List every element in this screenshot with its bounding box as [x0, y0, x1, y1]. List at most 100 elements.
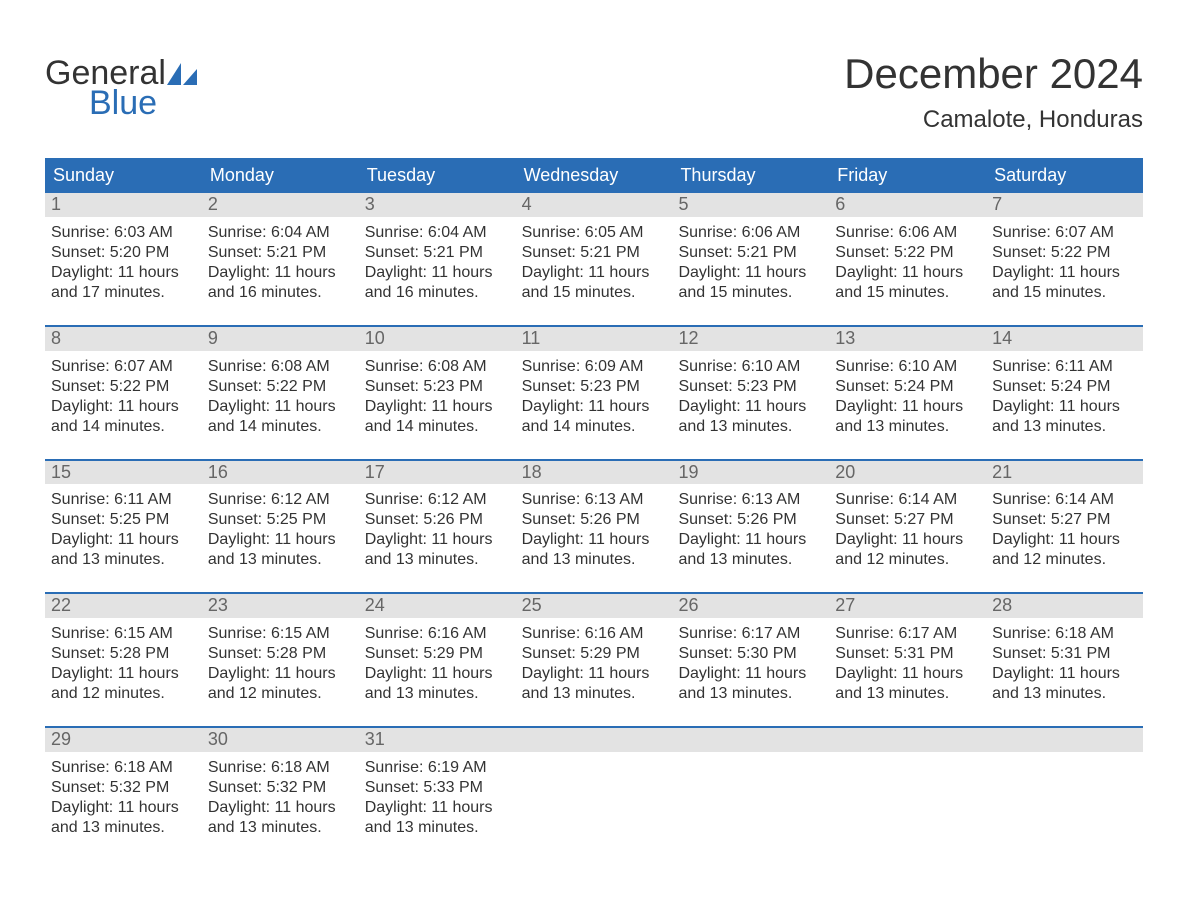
- day-number: 2: [202, 193, 359, 217]
- sunrise-line: Sunrise: 6:18 AM: [992, 624, 1137, 644]
- day-number: 13: [829, 327, 986, 351]
- daylight-line: Daylight: 11 hours and 13 minutes.: [992, 664, 1137, 704]
- day-number: 3: [359, 193, 516, 217]
- daylight-line: Daylight: 11 hours and 13 minutes.: [992, 397, 1137, 437]
- sunset-line: Sunset: 5:28 PM: [208, 644, 353, 664]
- day-number: 24: [359, 594, 516, 618]
- sunset-line: Sunset: 5:20 PM: [51, 243, 196, 263]
- sunset-line: Sunset: 5:24 PM: [835, 377, 980, 397]
- sunrise-line: Sunrise: 6:06 AM: [678, 223, 823, 243]
- day-cell: 15Sunrise: 6:11 AMSunset: 5:25 PMDayligh…: [45, 461, 202, 575]
- day-number: 1: [45, 193, 202, 217]
- day-body: [516, 752, 673, 816]
- daylight-line: Daylight: 11 hours and 12 minutes.: [992, 530, 1137, 570]
- daylight-line: Daylight: 11 hours and 13 minutes.: [51, 798, 196, 838]
- day-number: [986, 728, 1143, 752]
- day-body: Sunrise: 6:12 AMSunset: 5:26 PMDaylight:…: [359, 484, 516, 574]
- sunrise-line: Sunrise: 6:15 AM: [51, 624, 196, 644]
- daylight-line: Daylight: 11 hours and 13 minutes.: [208, 798, 353, 838]
- daylight-line: Daylight: 11 hours and 16 minutes.: [365, 263, 510, 303]
- day-cell: 5Sunrise: 6:06 AMSunset: 5:21 PMDaylight…: [672, 193, 829, 307]
- weekday-header: Wednesday: [516, 158, 673, 193]
- day-cell: 4Sunrise: 6:05 AMSunset: 5:21 PMDaylight…: [516, 193, 673, 307]
- day-body: [986, 752, 1143, 816]
- daylight-line: Daylight: 11 hours and 13 minutes.: [835, 397, 980, 437]
- day-body: Sunrise: 6:15 AMSunset: 5:28 PMDaylight:…: [45, 618, 202, 708]
- day-number: 18: [516, 461, 673, 485]
- day-number: 5: [672, 193, 829, 217]
- sunset-line: Sunset: 5:28 PM: [51, 644, 196, 664]
- sunrise-line: Sunrise: 6:18 AM: [208, 758, 353, 778]
- daylight-line: Daylight: 11 hours and 13 minutes.: [522, 530, 667, 570]
- day-body: Sunrise: 6:19 AMSunset: 5:33 PMDaylight:…: [359, 752, 516, 842]
- sunrise-line: Sunrise: 6:17 AM: [835, 624, 980, 644]
- day-number: 25: [516, 594, 673, 618]
- day-body: Sunrise: 6:12 AMSunset: 5:25 PMDaylight:…: [202, 484, 359, 574]
- sunrise-line: Sunrise: 6:13 AM: [522, 490, 667, 510]
- sunset-line: Sunset: 5:26 PM: [365, 510, 510, 530]
- day-cell: 26Sunrise: 6:17 AMSunset: 5:30 PMDayligh…: [672, 594, 829, 708]
- sunrise-line: Sunrise: 6:11 AM: [992, 357, 1137, 377]
- logo: General Blue: [45, 56, 197, 120]
- day-body: Sunrise: 6:11 AMSunset: 5:25 PMDaylight:…: [45, 484, 202, 574]
- daylight-line: Daylight: 11 hours and 14 minutes.: [522, 397, 667, 437]
- day-number: 22: [45, 594, 202, 618]
- sunrise-line: Sunrise: 6:10 AM: [678, 357, 823, 377]
- week-row: 22Sunrise: 6:15 AMSunset: 5:28 PMDayligh…: [45, 592, 1143, 708]
- day-cell: 2Sunrise: 6:04 AMSunset: 5:21 PMDaylight…: [202, 193, 359, 307]
- day-number: 7: [986, 193, 1143, 217]
- day-cell: 28Sunrise: 6:18 AMSunset: 5:31 PMDayligh…: [986, 594, 1143, 708]
- sunrise-line: Sunrise: 6:05 AM: [522, 223, 667, 243]
- sunset-line: Sunset: 5:29 PM: [365, 644, 510, 664]
- sunset-line: Sunset: 5:24 PM: [992, 377, 1137, 397]
- day-cell: 20Sunrise: 6:14 AMSunset: 5:27 PMDayligh…: [829, 461, 986, 575]
- daylight-line: Daylight: 11 hours and 12 minutes.: [208, 664, 353, 704]
- day-body: Sunrise: 6:06 AMSunset: 5:21 PMDaylight:…: [672, 217, 829, 307]
- day-number: 11: [516, 327, 673, 351]
- weekday-header: Monday: [202, 158, 359, 193]
- weekday-header: Sunday: [45, 158, 202, 193]
- sunset-line: Sunset: 5:29 PM: [522, 644, 667, 664]
- sunset-line: Sunset: 5:22 PM: [835, 243, 980, 263]
- day-body: Sunrise: 6:16 AMSunset: 5:29 PMDaylight:…: [516, 618, 673, 708]
- calendar: SundayMondayTuesdayWednesdayThursdayFrid…: [45, 158, 1143, 842]
- day-number: 10: [359, 327, 516, 351]
- sunset-line: Sunset: 5:25 PM: [208, 510, 353, 530]
- daylight-line: Daylight: 11 hours and 13 minutes.: [365, 798, 510, 838]
- daylight-line: Daylight: 11 hours and 12 minutes.: [51, 664, 196, 704]
- day-cell: 18 Sunrise: 6:13 AMSunset: 5:26 PMDayligh…: [516, 461, 673, 575]
- sunrise-line: Sunrise: 6:18 AM: [51, 758, 196, 778]
- weekday-header-row: SundayMondayTuesdayWednesdayThursdayFrid…: [45, 158, 1143, 193]
- weekday-header: Tuesday: [359, 158, 516, 193]
- day-body: Sunrise: 6:04 AMSunset: 5:21 PMDaylight:…: [359, 217, 516, 307]
- daylight-line: Daylight: 11 hours and 12 minutes.: [835, 530, 980, 570]
- day-number: 26: [672, 594, 829, 618]
- day-body: [672, 752, 829, 816]
- day-body: Sunrise: 6:18 AMSunset: 5:32 PMDaylight:…: [202, 752, 359, 842]
- sunset-line: Sunset: 5:26 PM: [522, 510, 667, 530]
- sunrise-line: Sunrise: 6:15 AM: [208, 624, 353, 644]
- day-body: Sunrise: 6:03 AMSunset: 5:20 PMDaylight:…: [45, 217, 202, 307]
- day-body: Sunrise: 6:15 AMSunset: 5:28 PMDaylight:…: [202, 618, 359, 708]
- sunrise-line: Sunrise: 6:07 AM: [51, 357, 196, 377]
- day-cell: 19Sunrise: 6:13 AMSunset: 5:26 PMDayligh…: [672, 461, 829, 575]
- sunrise-line: Sunrise: 6:08 AM: [208, 357, 353, 377]
- sunrise-line: Sunrise: 6:04 AM: [208, 223, 353, 243]
- day-cell: [829, 728, 986, 842]
- day-cell: 13Sunrise: 6:10 AMSunset: 5:24 PMDayligh…: [829, 327, 986, 441]
- day-number: 30: [202, 728, 359, 752]
- sunrise-line: Sunrise: 6:11 AM: [51, 490, 196, 510]
- day-cell: 22Sunrise: 6:15 AMSunset: 5:28 PMDayligh…: [45, 594, 202, 708]
- month-title: December 2024: [844, 50, 1143, 98]
- day-number: 6: [829, 193, 986, 217]
- day-cell: 27Sunrise: 6:17 AMSunset: 5:31 PMDayligh…: [829, 594, 986, 708]
- header: General Blue December 2024 Camalote, Hon…: [45, 50, 1143, 134]
- day-number: [829, 728, 986, 752]
- daylight-line: Daylight: 11 hours and 15 minutes.: [835, 263, 980, 303]
- daylight-line: Daylight: 11 hours and 14 minutes.: [365, 397, 510, 437]
- daylight-line: Daylight: 11 hours and 13 minutes.: [678, 397, 823, 437]
- sunset-line: Sunset: 5:22 PM: [208, 377, 353, 397]
- day-number: 9: [202, 327, 359, 351]
- sunrise-line: Sunrise: 6:19 AM: [365, 758, 510, 778]
- day-number: [516, 728, 673, 752]
